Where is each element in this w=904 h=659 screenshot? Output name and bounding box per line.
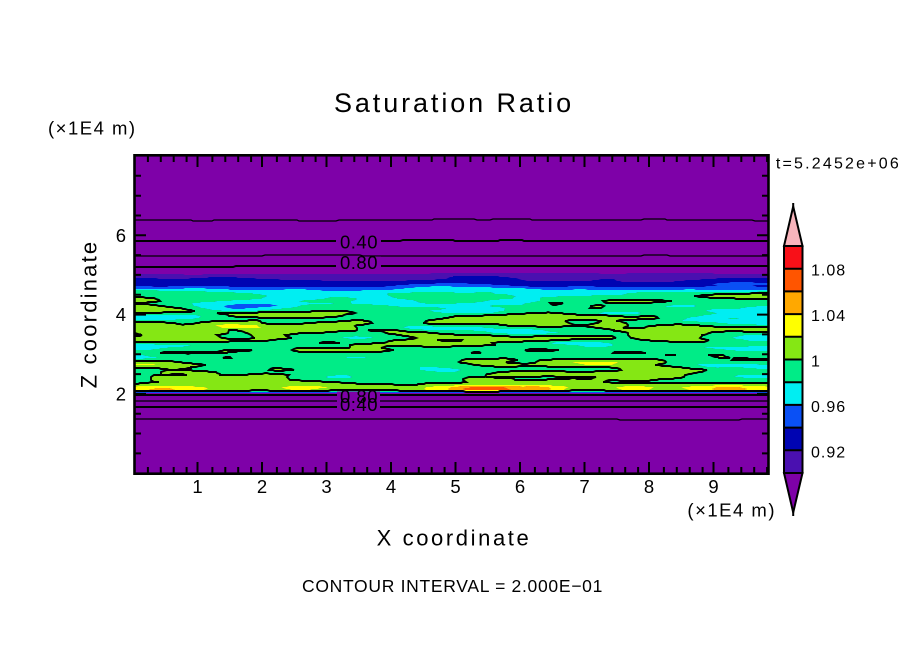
svg-text:1: 1 [192,476,202,497]
svg-text:1.04: 1.04 [811,308,846,325]
svg-text:6: 6 [515,476,525,497]
svg-text:0.80: 0.80 [340,252,378,273]
svg-text:0.80: 0.80 [340,386,378,407]
svg-text:4: 4 [386,476,396,497]
svg-text:0.92: 0.92 [811,444,846,461]
svg-text:0.40: 0.40 [340,232,378,253]
svg-text:Saturation Ratio: Saturation Ratio [334,88,574,118]
svg-text:X coordinate: X coordinate [377,526,532,551]
svg-text:1.08: 1.08 [811,263,846,280]
svg-text:t=5.2452e+06: t=5.2452e+06 [776,156,901,173]
svg-text:Z coordinate: Z coordinate [77,240,102,389]
svg-text:(×1E4 m): (×1E4 m) [687,500,776,521]
svg-text:2: 2 [257,476,267,497]
svg-text:CONTOUR INTERVAL = 2.000E−01: CONTOUR INTERVAL = 2.000E−01 [302,576,603,596]
svg-text:0.40: 0.40 [340,394,378,415]
svg-text:9: 9 [708,476,718,497]
svg-text:3: 3 [321,476,331,497]
svg-text:0.96: 0.96 [811,399,846,416]
svg-text:(×1E4 m): (×1E4 m) [48,118,137,139]
svg-text:6: 6 [116,225,126,246]
svg-text:5: 5 [450,476,460,497]
svg-text:2: 2 [116,383,126,404]
svg-text:1: 1 [811,354,821,371]
svg-text:4: 4 [116,304,126,325]
svg-text:7: 7 [579,476,589,497]
svg-text:8: 8 [644,476,654,497]
